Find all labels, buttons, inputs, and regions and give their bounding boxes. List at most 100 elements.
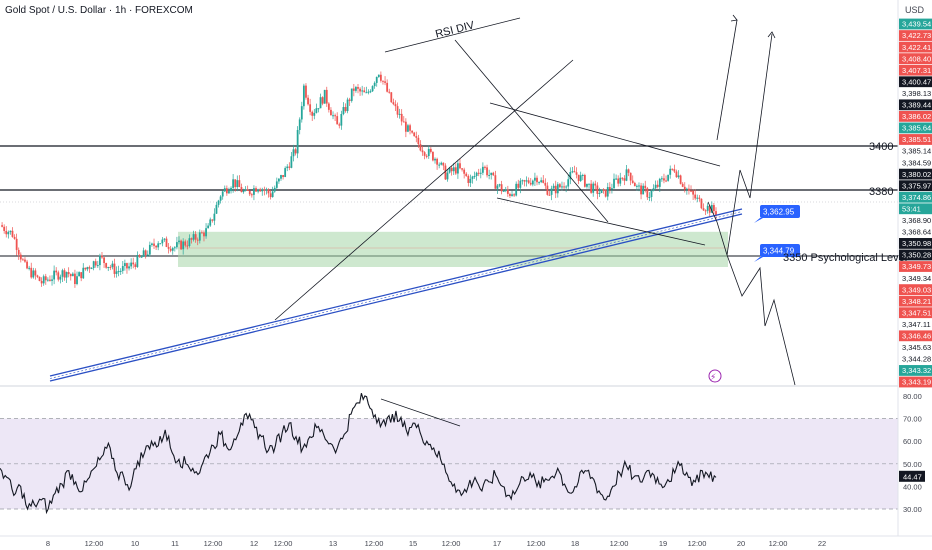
candle-body — [488, 174, 491, 176]
candle-body — [209, 219, 212, 226]
candle-body — [246, 189, 249, 191]
price-badge-lower-bg — [760, 244, 800, 257]
candle-body — [398, 113, 401, 115]
candle-body — [213, 213, 216, 221]
rsi-axis-label: 70.00 — [903, 415, 922, 424]
candle-body — [367, 91, 370, 93]
candle-body — [92, 261, 95, 269]
candle-body — [278, 178, 280, 182]
candle-body — [230, 187, 232, 192]
price-label-text: 3,349.34 — [902, 274, 931, 283]
price-label-text: 3,345.63 — [902, 343, 931, 352]
annotation-labels: RSI DIV 3400 3380 3350 Psychological Lev… — [434, 19, 907, 382]
candle-body — [642, 185, 645, 195]
candle-body — [11, 230, 14, 237]
support-zone — [178, 231, 728, 267]
candle-body — [1, 225, 3, 227]
candles — [1, 71, 717, 288]
candle-body — [225, 188, 228, 194]
price-badge-upper-text: 3,362.95 — [763, 208, 795, 217]
candle-body — [382, 80, 384, 82]
candle-body — [346, 99, 349, 112]
price-label: 3,400.47 — [899, 76, 932, 88]
candle-body — [282, 175, 284, 177]
candle-body — [355, 87, 357, 91]
price-badge-lower: 3,344.79 — [754, 244, 800, 262]
candle-body — [513, 194, 516, 196]
candle-body — [211, 219, 214, 221]
candle-body — [404, 121, 407, 132]
candle-body — [309, 104, 312, 112]
candle-body — [556, 184, 559, 194]
price-label: 3,349.03 — [899, 284, 932, 296]
candle-body — [286, 166, 289, 169]
candle-body — [240, 187, 243, 193]
candle-body — [700, 198, 703, 209]
candle-body — [692, 190, 695, 195]
candle-body — [492, 172, 495, 176]
lightning-icon[interactable]: ⚡ — [710, 372, 716, 382]
price-label-bg — [899, 376, 932, 388]
candle-body — [136, 255, 139, 267]
candle-body — [515, 183, 518, 196]
candle-body — [375, 76, 378, 83]
candle-body — [242, 190, 245, 193]
candle-body — [259, 189, 262, 192]
candle-body — [313, 112, 316, 116]
candle-body — [74, 273, 76, 285]
candle-body — [21, 259, 24, 261]
price-label: 3,386.02 — [899, 110, 932, 122]
candle-body — [544, 182, 547, 186]
rsi-line — [0, 393, 717, 515]
candle-body — [111, 263, 114, 268]
candle-body — [194, 234, 197, 240]
candle-body — [531, 180, 534, 185]
candle-body — [280, 175, 282, 179]
candle-body — [263, 189, 266, 191]
time-axis-label: 10 — [131, 539, 139, 548]
candle-body — [598, 193, 601, 195]
trend-channel-mid — [49, 211, 743, 379]
candle-body — [475, 172, 478, 177]
candle-body — [38, 276, 41, 282]
price-label-text: 3,349.03 — [902, 285, 931, 294]
candle-body — [479, 172, 482, 174]
candle-body — [434, 158, 436, 161]
candle-body — [144, 250, 147, 256]
price-label-bg — [899, 122, 932, 134]
candle-body — [203, 232, 205, 237]
candle-body — [409, 125, 411, 131]
candle-body — [679, 175, 682, 184]
price-badge-upper-tail — [754, 218, 763, 223]
candle-body — [623, 178, 626, 181]
candle-body — [265, 189, 268, 191]
candle-body — [440, 162, 443, 165]
price-label-bg — [899, 238, 932, 249]
candle-body — [542, 180, 545, 183]
candle-body — [19, 254, 22, 260]
price-label: 3,350.28 — [899, 249, 932, 261]
candle-body — [340, 114, 343, 126]
price-label-text: 3,384.59 — [902, 158, 931, 167]
candle-body — [196, 239, 199, 241]
candle-body — [563, 186, 565, 188]
price-label-text: 3,408.40 — [902, 54, 931, 63]
candle-body — [411, 130, 414, 133]
candle-body — [327, 103, 330, 110]
level-3400-label: 3400 — [869, 141, 893, 153]
candle-body — [627, 169, 630, 173]
candle-body — [517, 183, 520, 188]
candle-body — [444, 165, 447, 180]
time-axis-label: 12:00 — [204, 539, 223, 548]
candle-body — [294, 149, 297, 154]
candle-body — [248, 190, 251, 195]
price-label-text: 3,350.98 — [902, 239, 931, 248]
drawings: 3,362.95 3,344.79 — [49, 14, 800, 386]
candle-body — [594, 183, 597, 186]
candle-body — [407, 125, 409, 132]
candle-body — [330, 109, 332, 116]
price-label: 3,385.51 — [899, 134, 932, 145]
candle-body — [554, 185, 557, 194]
candle-body — [638, 185, 640, 187]
